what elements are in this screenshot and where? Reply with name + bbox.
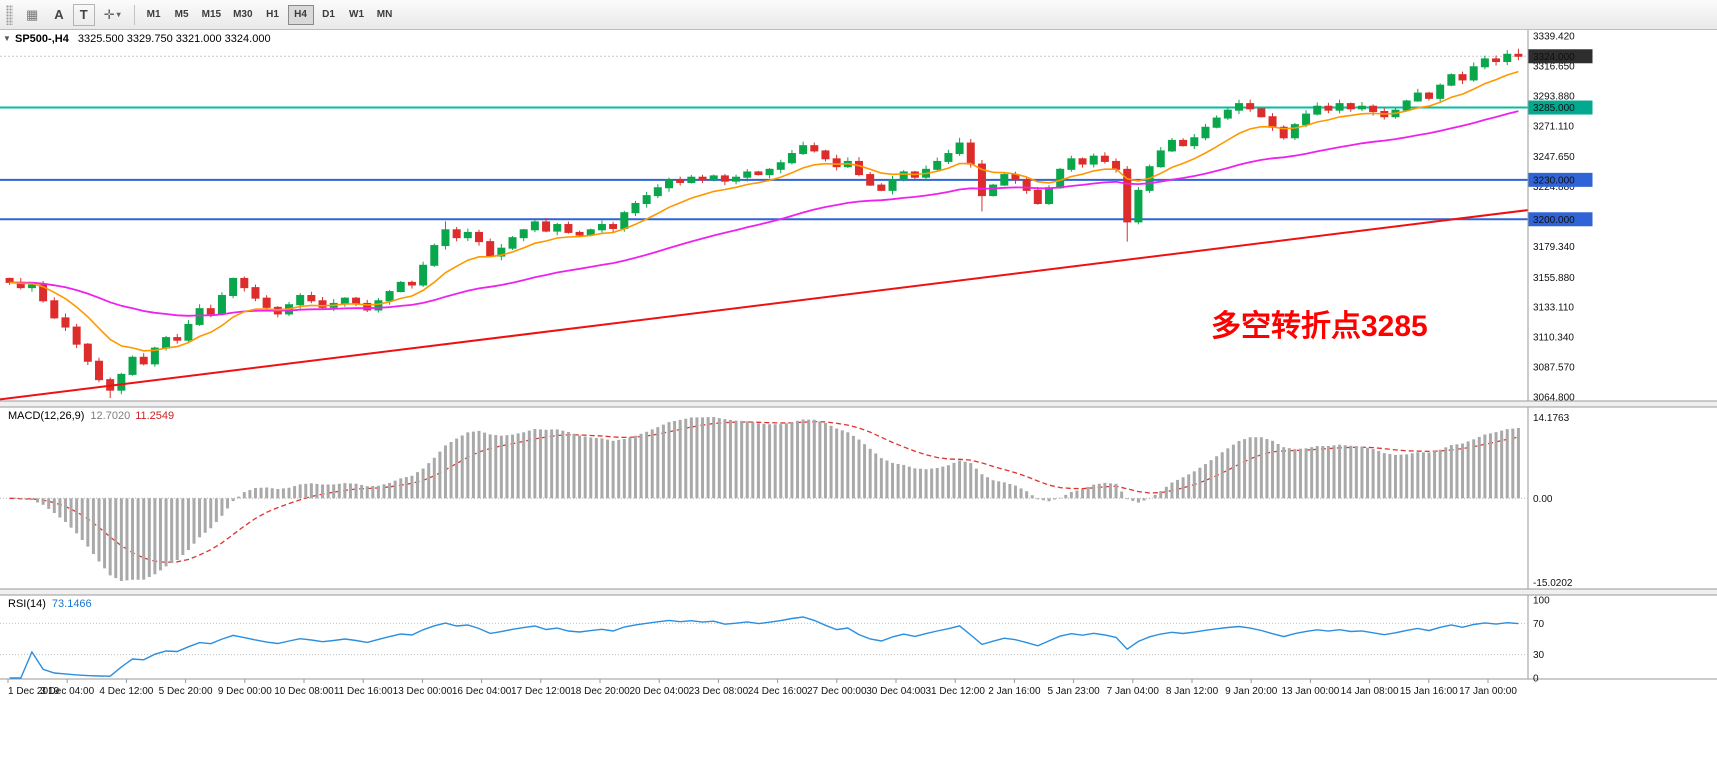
svg-text:3224.880: 3224.880 — [1533, 182, 1575, 193]
svg-text:0.00: 0.00 — [1533, 494, 1553, 505]
svg-text:9 Jan 20:00: 9 Jan 20:00 — [1225, 686, 1278, 697]
ma-slow-line — [0, 209, 1529, 401]
svg-text:30 Dec 04:00: 30 Dec 04:00 — [866, 686, 926, 697]
ma-fast-line — [9, 70, 1519, 352]
macd-indicator-label: MACD(12,26,9) 12.7020 11.2549 — [8, 410, 174, 422]
ohlc-values-label: 3325.500 3329.750 3321.000 3324.000 — [77, 33, 271, 45]
svg-text:3200.000: 3200.000 — [1533, 215, 1575, 226]
svg-text:70: 70 — [1533, 619, 1545, 630]
toolbar-drag-handle[interactable] — [6, 4, 13, 25]
svg-text:14.1763: 14.1763 — [1533, 413, 1570, 424]
svg-text:13 Jan 00:00: 13 Jan 00:00 — [1281, 686, 1339, 697]
svg-text:3133.110: 3133.110 — [1533, 303, 1574, 314]
text-label-button[interactable]: T — [72, 3, 95, 26]
svg-text:14 Jan 08:00: 14 Jan 08:00 — [1341, 686, 1399, 697]
moving-averages-layer — [0, 70, 1529, 401]
svg-text:3179.340: 3179.340 — [1533, 242, 1575, 253]
svg-text:5 Dec 20:00: 5 Dec 20:00 — [159, 686, 213, 697]
svg-text:5 Jan 23:00: 5 Jan 23:00 — [1047, 686, 1100, 697]
svg-text:0: 0 — [1533, 674, 1539, 685]
horizontal-level-lines — [0, 55, 1528, 221]
timeframe-d1[interactable]: D1 — [316, 5, 342, 25]
timeframe-h1[interactable]: H1 — [260, 5, 286, 25]
svg-text:24 Dec 16:00: 24 Dec 16:00 — [748, 686, 808, 697]
panel-splitter-1[interactable] — [0, 401, 1717, 407]
crosshair-icon: ✛ — [103, 6, 115, 22]
svg-text:31 Dec 12:00: 31 Dec 12:00 — [925, 686, 985, 697]
svg-text:8 Jan 12:00: 8 Jan 12:00 — [1166, 686, 1219, 697]
svg-text:3064.800: 3064.800 — [1533, 393, 1575, 404]
toolbar-separator — [133, 4, 135, 25]
svg-text:3230.000: 3230.000 — [1533, 175, 1575, 186]
svg-text:11 Dec 16:00: 11 Dec 16:00 — [334, 686, 393, 697]
rsi-value: 73.1466 — [51, 598, 92, 610]
macd-histogram — [13, 417, 1520, 581]
chart-title: SP500-,H4 3325.500 3329.750 3321.000 332… — [15, 33, 271, 45]
rsi-line — [9, 616, 1519, 679]
svg-text:3324.000: 3324.000 — [1533, 52, 1575, 63]
svg-text:17 Jan 00:00: 17 Jan 00:00 — [1459, 686, 1517, 697]
timeframe-group: M1 M5 M15 M30 H1 H4 D1 W1 MN — [140, 4, 399, 25]
macd-axis[interactable]: 14.1763 0.00 -15.0202 — [1533, 413, 1573, 589]
svg-text:3293.880: 3293.880 — [1533, 91, 1575, 102]
svg-text:30: 30 — [1533, 650, 1545, 661]
svg-text:2 Jan 16:00: 2 Jan 16:00 — [988, 686, 1041, 697]
svg-text:3155.880: 3155.880 — [1533, 273, 1575, 284]
rsi-indicator-label: RSI(14) 73.1466 — [8, 598, 92, 610]
svg-text:3271.110: 3271.110 — [1533, 121, 1574, 132]
svg-text:23 Dec 08:00: 23 Dec 08:00 — [689, 686, 749, 697]
svg-text:1 Dec 2019: 1 Dec 2019 — [8, 686, 60, 697]
svg-text:3339.420: 3339.420 — [1533, 32, 1575, 43]
svg-text:3110.340: 3110.340 — [1533, 333, 1574, 344]
toolbar: ▦ A T ✛ ▾ M1 M5 M15 M30 H1 H4 D1 W1 MN — [0, 0, 1717, 30]
macd-signal-value: 11.2549 — [135, 410, 175, 422]
svg-text:27 Dec 00:00: 27 Dec 00:00 — [807, 686, 867, 697]
svg-text:10 Dec 08:00: 10 Dec 08:00 — [274, 686, 334, 697]
rsi-axis[interactable]: 100 70 30 0 — [1533, 596, 1550, 685]
svg-text:-15.0202: -15.0202 — [1533, 578, 1573, 589]
timeframe-m1[interactable]: M1 — [141, 5, 167, 25]
ma-mid-line — [9, 110, 1519, 317]
rsi-name: RSI(14) — [8, 598, 46, 610]
symbol-timeframe-label: SP500-,H4 — [15, 33, 69, 45]
timeframe-m5[interactable]: M5 — [169, 5, 195, 25]
svg-text:3087.570: 3087.570 — [1533, 363, 1575, 374]
chevron-down-icon: ▾ — [116, 10, 121, 19]
timeframe-w1[interactable]: W1 — [344, 5, 370, 25]
svg-text:15 Jan 16:00: 15 Jan 16:00 — [1400, 686, 1458, 697]
svg-text:20 Dec 04:00: 20 Dec 04:00 — [629, 686, 689, 697]
svg-text:16 Dec 04:00: 16 Dec 04:00 — [452, 686, 512, 697]
svg-text:18 Dec 20:00: 18 Dec 20:00 — [570, 686, 630, 697]
svg-text:9 Dec 00:00: 9 Dec 00:00 — [218, 686, 272, 697]
svg-text:4 Dec 12:00: 4 Dec 12:00 — [99, 686, 153, 697]
one-click-trading-toggle[interactable]: ▼ — [3, 34, 11, 43]
drawing-tool-dropdown[interactable]: ✛ ▾ — [97, 4, 128, 26]
svg-text:3 Dec 04:00: 3 Dec 04:00 — [40, 686, 94, 697]
macd-main-value: 12.7020 — [90, 410, 131, 422]
svg-text:7 Jan 04:00: 7 Jan 04:00 — [1107, 686, 1160, 697]
macd-name: MACD(12,26,9) — [8, 410, 85, 422]
panel-borders — [0, 400, 1717, 680]
svg-text:100: 100 — [1533, 596, 1550, 607]
svg-text:13 Dec 00:00: 13 Dec 00:00 — [393, 686, 453, 697]
chart-text-annotation: 多空转折点3285 — [1211, 310, 1428, 343]
svg-text:3316.650: 3316.650 — [1533, 61, 1575, 72]
timeframe-h4[interactable]: H4 — [287, 4, 314, 25]
svg-text:3285.000: 3285.000 — [1533, 103, 1575, 114]
timeframe-m15[interactable]: M15 — [197, 5, 226, 25]
panel-splitter-2[interactable] — [0, 589, 1717, 595]
timeframe-mn[interactable]: MN — [372, 5, 398, 25]
svg-text:17 Dec 12:00: 17 Dec 12:00 — [511, 686, 571, 697]
text-annotation-button[interactable]: A — [47, 4, 70, 26]
grid-icon[interactable]: ▦ — [19, 4, 45, 26]
rsi-panel — [0, 616, 1528, 679]
price-axis[interactable]: 3339.420 3316.650 3293.880 3271.110 3247.650… — [1527, 30, 1593, 679]
svg-text:3247.650: 3247.650 — [1533, 152, 1575, 163]
timeframe-m30[interactable]: M30 — [228, 5, 257, 25]
